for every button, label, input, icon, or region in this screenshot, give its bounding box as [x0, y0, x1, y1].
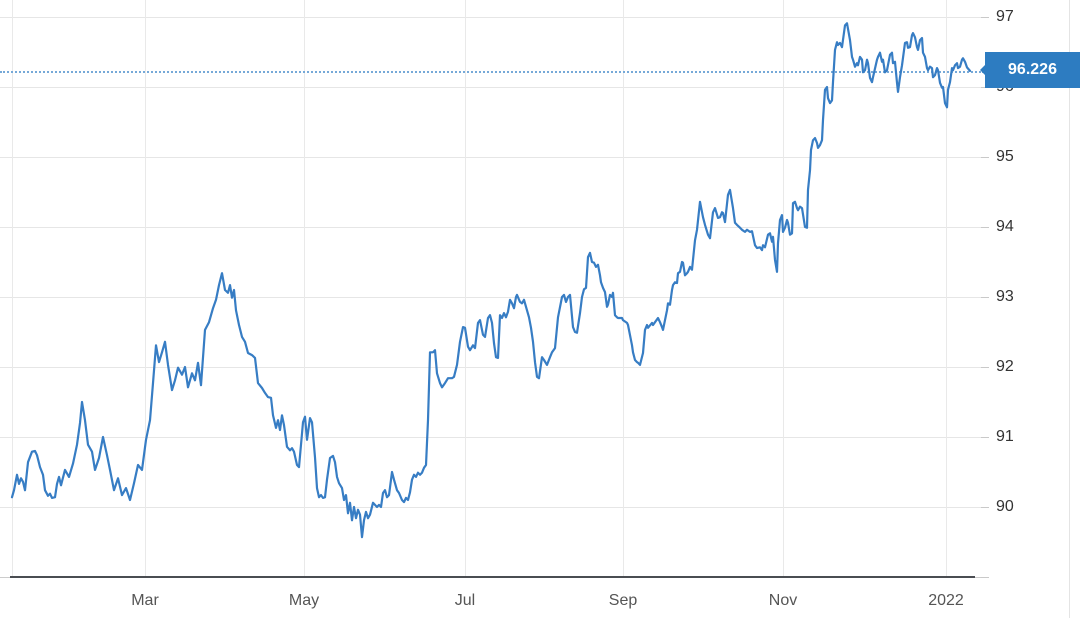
y-axis-tick — [981, 507, 989, 508]
gridline-horizontal — [0, 87, 982, 88]
y-axis-label: 91 — [996, 428, 1014, 445]
gridline-horizontal — [0, 227, 982, 228]
y-axis-label: 94 — [996, 218, 1014, 235]
y-axis-tick — [981, 577, 989, 578]
y-axis-tick — [981, 157, 989, 158]
y-axis-label: 90 — [996, 498, 1014, 515]
y-axis-label: 93 — [996, 288, 1014, 305]
gridline-horizontal — [0, 367, 982, 368]
y-axis-label: 95 — [996, 148, 1014, 165]
gridline-vertical — [145, 0, 146, 578]
y-axis-label: 92 — [996, 358, 1014, 375]
x-axis-label-nov: Nov — [768, 592, 798, 609]
dxy-line-path — [10, 22, 972, 539]
x-axis-label-sep: Sep — [608, 592, 638, 609]
x-axis-label-2022: 2022 — [928, 592, 964, 609]
gridline-vertical — [623, 0, 624, 578]
y-axis-tick — [981, 297, 989, 298]
y-axis-tick — [981, 367, 989, 368]
plot-area[interactable] — [0, 0, 984, 578]
current-price-dotted-line — [0, 71, 984, 73]
gridline-horizontal — [0, 297, 982, 298]
y-axis-tick — [981, 437, 989, 438]
y-axis-label: 97 — [996, 8, 1014, 25]
gridline-horizontal — [0, 507, 982, 508]
x-axis-label-jul: Jul — [454, 592, 476, 609]
gridline-vertical — [304, 0, 305, 578]
x-axis-line — [10, 576, 975, 578]
price-label-text: 96.226 — [1008, 61, 1057, 78]
current-price-label: 96.226 — [980, 52, 1080, 88]
gridline-horizontal — [0, 437, 982, 438]
x-axis-label-mar: Mar — [131, 592, 159, 609]
y-axis-tick — [981, 17, 989, 18]
x-axis-label-may: May — [288, 592, 320, 609]
page-edge-line — [1069, 0, 1070, 618]
gridline-vertical — [783, 0, 784, 578]
gridline-vertical — [12, 0, 13, 578]
gridline-horizontal — [0, 17, 982, 18]
gridline-vertical — [465, 0, 466, 578]
y-axis-tick — [981, 227, 989, 228]
gridline-horizontal — [0, 157, 982, 158]
price-line-chart — [10, 22, 972, 539]
price-label-arrow-icon — [980, 65, 985, 75]
gridline-vertical — [946, 0, 947, 578]
